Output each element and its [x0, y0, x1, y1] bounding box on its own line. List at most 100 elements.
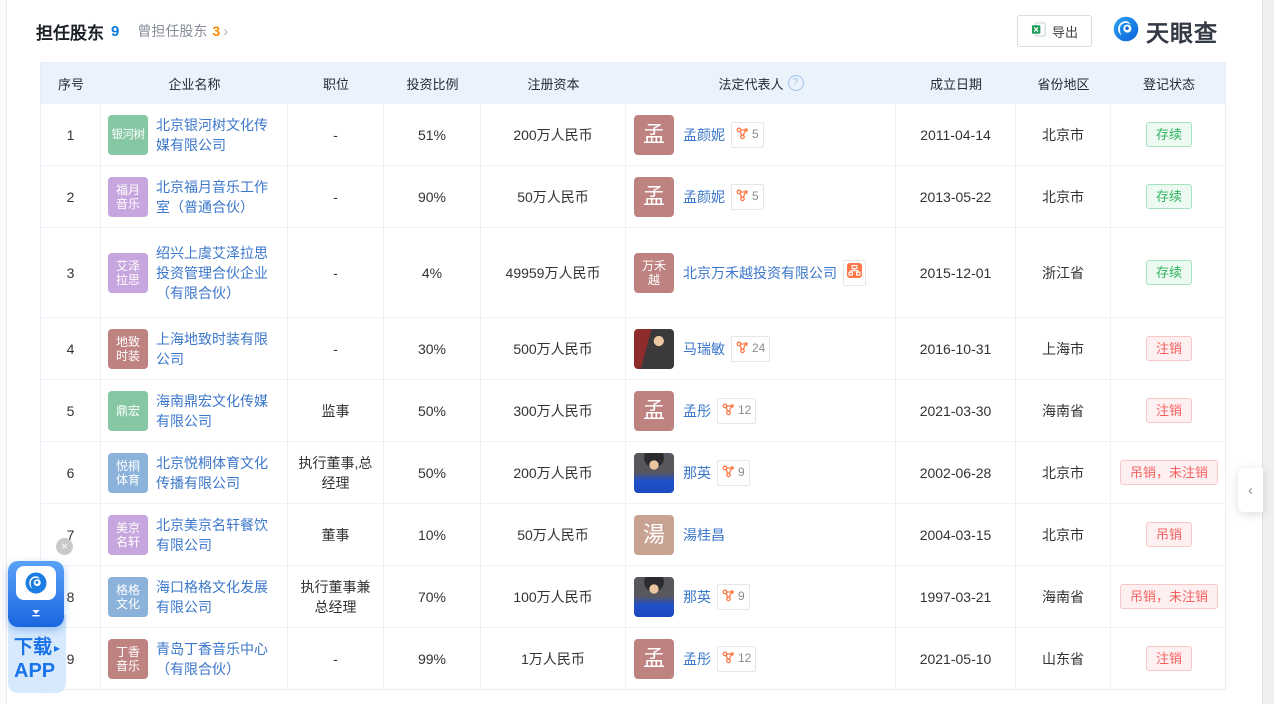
table-row: 8 格格 文化 海口格格文化发展有限公司 执行董事兼总经理 70% 100万人民币 那英 9 19… [41, 565, 1225, 627]
legal-rep-avatar[interactable]: 孟 [634, 390, 674, 431]
company-cell: 艾泽 拉思 绍兴上虞艾泽拉思投资管理合伙企业（有限合伙） [101, 228, 288, 317]
company-name-link[interactable]: 海口格格文化发展有限公司 [156, 578, 268, 615]
relation-graph-badge[interactable]: 12 [717, 645, 757, 672]
relation-graph-badge[interactable]: 5 [731, 183, 764, 210]
relation-graph-icon [736, 125, 749, 145]
table-row: 9 丁香 音乐 青岛丁香音乐中心（有限合伙） -99% 1万人民币孟孟彤 12 2021-05… [41, 627, 1225, 689]
status-badge: 吊销，未注销 [1119, 460, 1218, 485]
relation-count: 5 [752, 189, 759, 203]
help-icon[interactable]: ? [787, 75, 804, 91]
legal-rep-name-link[interactable]: 孟彤 [683, 402, 711, 419]
company-logo[interactable]: 丁香 音乐 [108, 638, 148, 679]
relation-graph-icon [736, 339, 749, 359]
table-body: 1 银河树 北京银河树文化传媒有限公司 -51% 200万人民币孟孟颜妮 5 2011-04… [41, 103, 1225, 689]
legal-rep-avatar[interactable]: 孟 [634, 176, 674, 217]
relation-graph-icon [722, 401, 735, 421]
region-cell: 北京市 [1016, 442, 1111, 503]
company-logo[interactable]: 福月 音乐 [108, 176, 148, 217]
collapse-panel-button[interactable]: ‹ [1238, 468, 1263, 512]
relation-graph-badge[interactable]: 9 [717, 459, 750, 486]
legal-rep-name-link[interactable]: 那英 [683, 588, 711, 605]
region-cell: 上海市 [1016, 318, 1111, 379]
export-button[interactable]: 导出 [1016, 15, 1092, 47]
relation-graph-icon [722, 587, 735, 607]
legal-rep-name-link[interactable]: 孟彤 [683, 650, 711, 667]
company-logo-text: 音乐 [115, 658, 140, 673]
company-logo[interactable]: 美京 名轩 [108, 514, 148, 555]
legal-rep-avatar[interactable]: 孟 [634, 114, 674, 155]
row-seq: 8 [41, 566, 101, 627]
app-download-button[interactable] [8, 561, 64, 627]
capital-cell: 49959万人民币 [481, 228, 626, 317]
company-name-link[interactable]: 北京福月音乐工作室（普通合伙） [156, 178, 268, 215]
company-cell: 银河树 北京银河树文化传媒有限公司 [101, 104, 288, 165]
download-arrow-icon [30, 604, 42, 622]
status-badge: 注销 [1145, 336, 1192, 361]
relation-graph-icon [722, 649, 735, 669]
status-cell: 吊销 [1111, 504, 1227, 565]
table-row: 7 美京 名轩 北京美京名轩餐饮有限公司 董事 10% 50万人民币湯湯桂昌 2004-03-… [41, 503, 1225, 565]
status-badge: 吊销，未注销 [1119, 584, 1218, 609]
column-header-1: 序号 [41, 74, 101, 93]
column-header-3: 职位 [288, 74, 384, 93]
legal-rep-name-link[interactable]: 孟颜妮 [683, 126, 725, 143]
chevron-right-icon: › [223, 22, 229, 40]
relation-graph-badge[interactable]: 12 [717, 397, 757, 424]
status-cell: 注销 [1111, 628, 1227, 689]
ratio-cell: 50% [384, 442, 481, 503]
equity-structure-badge[interactable] [843, 259, 866, 286]
company-name-link[interactable]: 青岛丁香音乐中心（有限合伙） [156, 640, 268, 677]
company-name-link[interactable]: 北京银河树文化传媒有限公司 [156, 116, 268, 153]
table-row: 2 福月 音乐 北京福月音乐工作室（普通合伙） -90% 50万人民币孟孟颜妮 5 2013-… [41, 165, 1225, 227]
column-header-label: 注册资本 [527, 76, 580, 92]
relation-graph-icon [722, 463, 735, 483]
company-logo[interactable]: 艾泽 拉思 [108, 252, 148, 293]
close-icon[interactable]: × [56, 538, 73, 555]
company-name-link[interactable]: 北京悦桐体育文化传播有限公司 [156, 454, 268, 491]
company-logo[interactable]: 地致 时装 [108, 328, 148, 369]
download-text: 下载 [14, 637, 53, 658]
page-left-edge [0, 0, 7, 704]
region-cell: 北京市 [1016, 104, 1111, 165]
download-app-widget[interactable]: × 下载 ▸ APP [8, 538, 73, 693]
region-cell: 海南省 [1016, 566, 1111, 627]
company-logo[interactable]: 格格 文化 [108, 576, 148, 617]
former-tab-label: 曾担任股东 [137, 23, 208, 39]
position-cell: 董事 [288, 504, 384, 565]
status-badge: 存续 [1145, 260, 1192, 285]
status-cell: 注销 [1111, 318, 1227, 379]
company-name-link[interactable]: 北京美京名轩餐饮有限公司 [156, 516, 268, 553]
company-logo[interactable]: 银河树 [108, 114, 148, 155]
legal-rep-avatar-photo[interactable] [634, 328, 674, 369]
excel-icon [1031, 22, 1046, 40]
legal-rep-avatar-photo[interactable] [634, 576, 674, 617]
play-icon: ▸ [54, 641, 61, 655]
column-header-5: 注册资本 [481, 74, 626, 93]
legal-rep-name-link[interactable]: 湯桂昌 [683, 526, 725, 543]
column-header-label: 省份地区 [1037, 76, 1090, 92]
legal-rep-name-link[interactable]: 那英 [683, 464, 711, 481]
legal-rep-name-wrap: 那英 9 [683, 459, 750, 486]
legal-rep-name-link[interactable]: 北京万禾越投资有限公司 [683, 264, 837, 281]
tab-former-shareholder[interactable]: 曾担任股东 3 › [137, 21, 228, 41]
position-cell: - [288, 628, 384, 689]
relation-graph-badge[interactable]: 24 [731, 335, 771, 362]
legal-rep-avatar-photo[interactable] [634, 452, 674, 493]
legal-rep-avatar[interactable]: 万禾越 [634, 252, 674, 293]
company-name-link[interactable]: 上海地致时装有限公司 [156, 330, 268, 367]
company-logo[interactable]: 鼎宏 [108, 390, 148, 431]
company-logo[interactable]: 悦桐 体育 [108, 452, 148, 493]
relation-graph-badge[interactable]: 9 [717, 583, 750, 610]
company-name-link[interactable]: 海南鼎宏文化传媒有限公司 [156, 392, 268, 429]
legal-rep-name-link[interactable]: 马瑞敏 [683, 340, 725, 357]
position-cell: 执行董事,总经理 [288, 442, 384, 503]
legal-rep-avatar[interactable]: 孟 [634, 638, 674, 679]
legal-rep-avatar[interactable]: 湯 [634, 514, 674, 555]
app-download-label[interactable]: 下载 ▸ APP [8, 615, 66, 693]
company-name-link[interactable]: 绍兴上虞艾泽拉思投资管理合伙企业（有限合伙） [156, 244, 268, 301]
company-cell: 格格 文化 海口格格文化发展有限公司 [101, 566, 288, 627]
relation-graph-badge[interactable]: 5 [731, 121, 764, 148]
legal-rep-avatar-text: 孟 [642, 645, 665, 671]
legal-rep-name-wrap: 孟彤 12 [683, 397, 757, 424]
legal-rep-name-link[interactable]: 孟颜妮 [683, 188, 725, 205]
